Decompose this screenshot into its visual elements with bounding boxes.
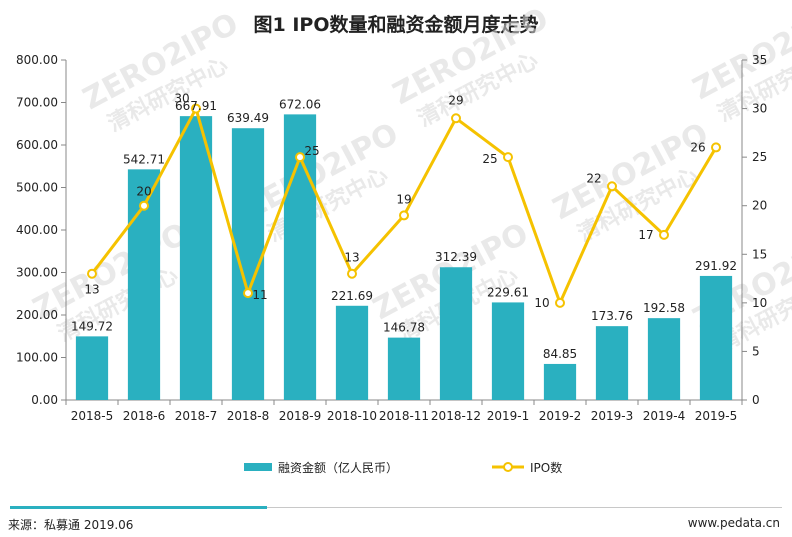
x-tick-label: 2019-1 — [487, 409, 530, 423]
x-tick-label: 2018-8 — [227, 409, 270, 423]
footer-divider — [10, 506, 782, 509]
bar-value-label: 312.39 — [435, 250, 477, 264]
bar-value-label: 672.06 — [279, 97, 321, 111]
bar — [699, 275, 733, 400]
y-left-tick-label: 0.00 — [31, 393, 58, 407]
ipo-value-label: 13 — [344, 251, 359, 265]
bar-value-label: 84.85 — [543, 347, 577, 361]
bar — [75, 336, 109, 400]
ipo-point — [659, 229, 669, 240]
legend-bar-swatch — [244, 463, 272, 471]
bar — [179, 116, 213, 401]
ipo-value-label: 19 — [396, 192, 411, 206]
y-right-tick-label: 20 — [752, 199, 767, 213]
legend: 融资金额（亿人民币） IPO数 — [244, 460, 562, 475]
bar — [335, 305, 369, 400]
bar — [647, 318, 681, 400]
y-left-tick-label: 200.00 — [16, 308, 58, 322]
x-tick-label: 2019-3 — [591, 409, 634, 423]
ipo-point — [399, 210, 409, 221]
x-tick-label: 2019-2 — [539, 409, 582, 423]
bar-value-label: 542.71 — [123, 152, 165, 166]
bar-value-label: 146.78 — [383, 321, 425, 335]
y-right-tick-label: 10 — [752, 296, 767, 310]
legend-bar-label: 融资金额（亿人民币） — [278, 460, 398, 475]
line-series — [87, 103, 721, 308]
ipo-value-label: 11 — [252, 288, 267, 302]
bar-series — [75, 114, 733, 401]
x-tick-label: 2018-11 — [379, 409, 429, 423]
ipo-value-label: 30 — [174, 92, 189, 106]
bar-value-label: 149.72 — [71, 319, 113, 333]
x-tick-label: 2018-5 — [71, 409, 114, 423]
y-right-tick-label: 25 — [752, 150, 767, 164]
y-left-tick-label: 300.00 — [16, 266, 58, 280]
ipo-value-label: 20 — [136, 185, 151, 199]
ipo-point — [451, 113, 461, 124]
ipo-value-label: 29 — [448, 93, 463, 107]
x-tick-label: 2018-6 — [123, 409, 166, 423]
ipo-value-label: 25 — [304, 144, 319, 158]
ipo-point — [243, 288, 253, 299]
y-left-tick-label: 600.00 — [16, 138, 58, 152]
source-note: 来源：私募通 2019.06 — [8, 518, 134, 532]
ipo-value-label: 22 — [586, 171, 601, 185]
y-left-tick-label: 800.00 — [16, 53, 58, 67]
bar-value-label: 173.76 — [591, 309, 633, 323]
ipo-point — [607, 181, 617, 192]
bar-value-label: 639.49 — [227, 111, 269, 125]
ipo-point — [711, 142, 721, 153]
ipo-point — [503, 152, 513, 163]
y-right-tick-label: 15 — [752, 247, 767, 261]
y-left-tick-label: 500.00 — [16, 181, 58, 195]
bar-value-label: 667.91 — [175, 99, 217, 113]
legend-line-label: IPO数 — [530, 460, 562, 475]
legend-line-marker — [503, 462, 513, 472]
ipo-value-label: 17 — [638, 228, 653, 242]
bar — [491, 302, 525, 400]
ipo-value-label: 26 — [690, 140, 705, 154]
bar — [595, 326, 629, 400]
y-right-tick-label: 5 — [752, 344, 760, 358]
ipo-point — [295, 152, 305, 163]
ipo-point — [347, 268, 357, 279]
y-right-tick-label: 0 — [752, 393, 760, 407]
website-link[interactable]: www.pedata.cn — [687, 516, 780, 530]
y-left-tick-label: 100.00 — [16, 351, 58, 365]
bar-value-label: 291.92 — [695, 259, 737, 273]
bar — [387, 337, 421, 400]
y-right-tick-label: 35 — [752, 53, 767, 67]
bar — [543, 363, 577, 400]
x-tick-label: 2018-7 — [175, 409, 218, 423]
y-left-tick-label: 700.00 — [16, 96, 58, 110]
y-left-tick-label: 400.00 — [16, 223, 58, 237]
chart-title: 图1 IPO数量和融资金额月度走势 — [253, 14, 539, 36]
bar — [439, 267, 473, 400]
x-tick-label: 2019-4 — [643, 409, 686, 423]
ipo-point — [139, 200, 149, 211]
ipo-point — [87, 268, 97, 279]
x-tick-label: 2018-12 — [431, 409, 481, 423]
y-right-tick-label: 30 — [752, 102, 767, 116]
ipo-value-label: 13 — [84, 283, 99, 297]
ipo-point — [555, 297, 565, 308]
axes: 0.00 100.00 200.00 300.00 400.00 500.00 600.00… — [16, 53, 767, 423]
data-labels: 149.72 542.71 667.91 639.49 672.06 221.69 146.… — [71, 92, 737, 361]
bar-value-label: 221.69 — [331, 289, 373, 303]
bar-value-label: 192.58 — [643, 301, 685, 315]
ipo-value-label: 10 — [534, 296, 549, 310]
x-tick-label: 2018-9 — [279, 409, 322, 423]
bar-value-label: 229.61 — [487, 285, 529, 299]
ipo-value-label: 25 — [482, 152, 497, 166]
x-tick-label: 2018-10 — [327, 409, 377, 423]
ipo-point — [191, 103, 201, 114]
x-tick-label: 2019-5 — [695, 409, 738, 423]
